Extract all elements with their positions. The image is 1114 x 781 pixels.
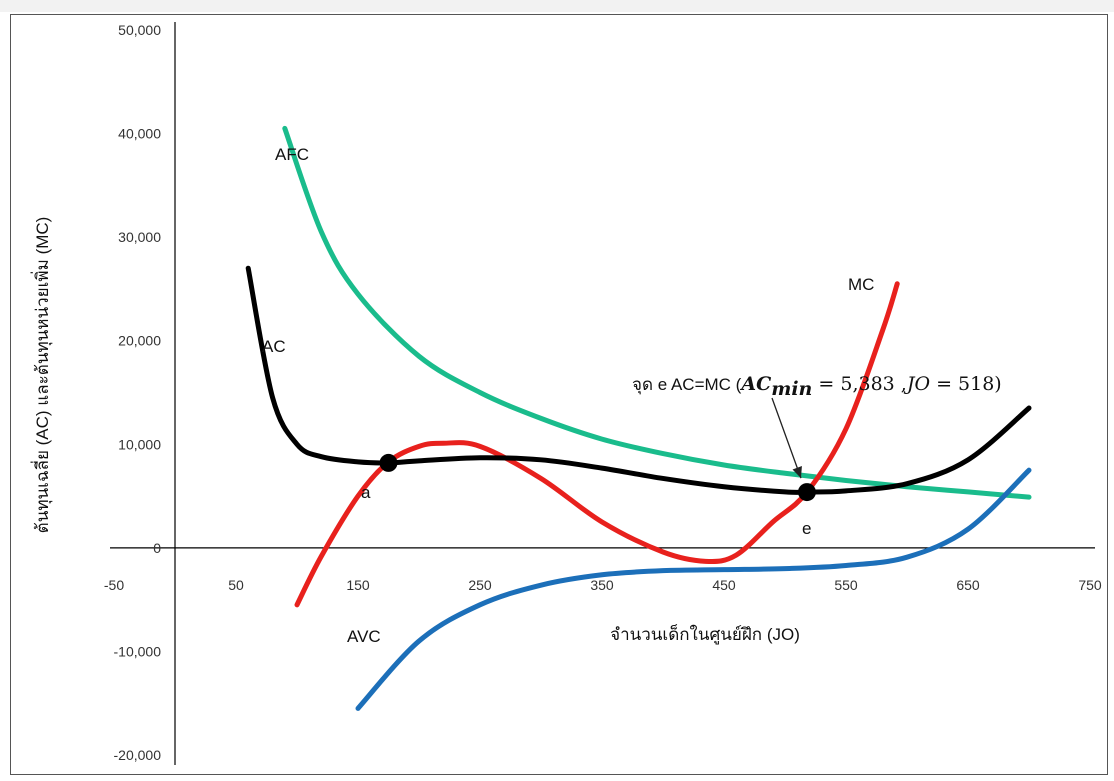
- series-labels: AFC AC MC AVC a e: [262, 145, 874, 646]
- y-tick-label: 10,000: [118, 436, 161, 452]
- point-e: [797, 483, 816, 502]
- point-a: [379, 453, 398, 472]
- x-tick-label: 550: [834, 577, 858, 593]
- series-line-afc: [282, 125, 1032, 500]
- annotation-ac-equals-mc: จุด e AC=MC (ACmin = 5,383 ,JO = 518): [632, 373, 1002, 479]
- annotation-thai: จุด e AC=MC (: [632, 375, 742, 395]
- y-tick-label: 20,000: [118, 333, 161, 349]
- annotation-arrowhead: [792, 466, 802, 479]
- y-axis-title: ต้นทุนเฉลี่ย (AC) และต้นทุนหน่วยเพิ่ม (M…: [30, 217, 53, 534]
- y-tick-label: 40,000: [118, 126, 161, 142]
- y-tick-label: 30,000: [118, 229, 161, 245]
- point-label-e: e: [802, 519, 811, 538]
- series-line-avc: [355, 467, 1032, 711]
- annotation-jo-value: = 518): [930, 373, 1002, 395]
- y-tick-label: -10,000: [114, 643, 162, 659]
- x-axis-title: จำนวนเด็กในศูนย์ฝึก (JO): [610, 623, 800, 645]
- annotation-jo: JO: [903, 373, 931, 395]
- x-tick-label: 650: [956, 577, 980, 593]
- x-tick-label: 250: [468, 577, 492, 593]
- series-label-mc: MC: [848, 275, 874, 294]
- annotation-text: จุด e AC=MC (ACmin = 5,383 ,JO = 518): [632, 373, 1002, 400]
- series-line-ac: [245, 265, 1032, 495]
- series-group: [245, 125, 1032, 711]
- x-tick-label: 50: [228, 577, 244, 593]
- y-tick-label: 0: [153, 540, 161, 556]
- x-tick-label: 150: [346, 577, 370, 593]
- annotation-min: min: [771, 378, 812, 400]
- annotation-arrow: [771, 397, 802, 479]
- annotation-ac: AC: [739, 373, 771, 395]
- x-tick-label: -50: [104, 577, 124, 593]
- chart-frame: [10, 14, 1108, 775]
- series-label-ac: AC: [262, 337, 286, 356]
- x-tick-label: 450: [712, 577, 736, 593]
- top-strip: [0, 0, 1114, 12]
- series-line-mc: [294, 281, 900, 608]
- x-tick-label: 750: [1078, 577, 1102, 593]
- y-tick-label: -20,000: [114, 747, 162, 763]
- series-label-afc: AFC: [275, 145, 309, 164]
- point-label-a: a: [361, 483, 371, 502]
- y-tick-label: 50,000: [118, 22, 161, 38]
- points-group: [379, 453, 816, 502]
- series-label-avc: AVC: [347, 627, 381, 646]
- annotation-value: = 5,383 ,: [812, 373, 906, 395]
- tick-labels: -50 50 150 250 350 450 550 650 750 50,000 40,000 30…: [104, 22, 1102, 763]
- x-tick-label: 350: [590, 577, 614, 593]
